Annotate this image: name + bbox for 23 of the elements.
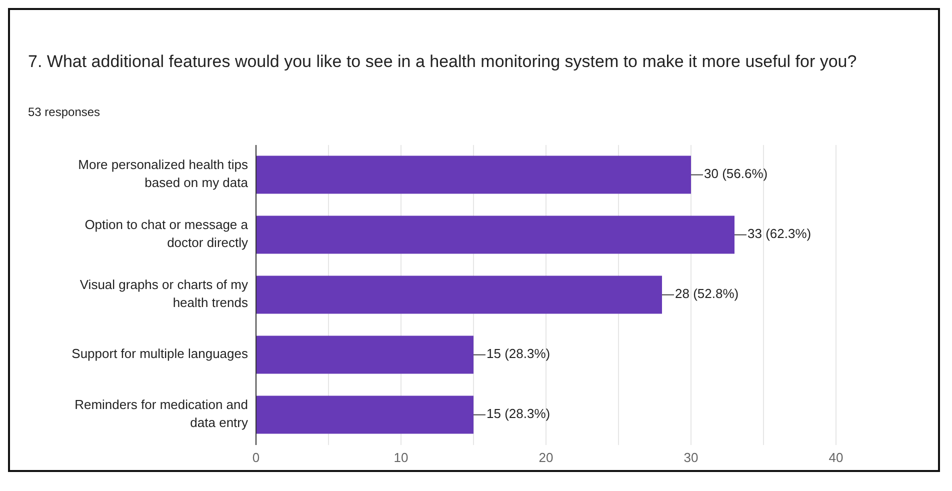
x-tick-label: 0: [252, 450, 260, 466]
bar: [256, 396, 474, 434]
y-tick-label: Support for multiple languages: [72, 346, 248, 362]
data-label: 15 (28.3%): [486, 346, 550, 362]
data-label: 33 (62.3%): [748, 226, 812, 242]
data-label: 28 (52.8%): [675, 286, 739, 302]
y-tick-label: Reminders for medication and data entry: [74, 397, 248, 430]
data-label: 30 (56.6%): [704, 166, 768, 182]
x-tick-label: 20: [538, 450, 554, 466]
bar: [256, 216, 734, 254]
y-tick-label: Option to chat or message a doctor directly: [84, 217, 249, 250]
text: 53 responses: [28, 105, 100, 119]
frame-border: 7. What additional features would you like to see in a health monitoring system to make it more useful for you? 53 responses 0 10 20 30 40 More personalized health tips based on my data Option to chat or message a doctor directly Visual graphs or charts of my health trends Support for multiple languages Reminders for medication and data entry 30 (56.6%) 33 (62.3%) 28 (52.8%) 15 (28.3%) 15 (28.3%): [8, 8, 940, 472]
y-tick-label: Visual graphs or charts of my health trends: [80, 277, 248, 310]
bar: [256, 156, 691, 194]
x-tick-label: 30: [684, 450, 698, 466]
data-label: 15 (28.3%): [486, 406, 550, 422]
bar: [256, 336, 474, 374]
x-tick-label: 10: [394, 450, 408, 466]
bar: [256, 276, 662, 314]
y-tick-label: More personalized health tips based on my data: [78, 157, 249, 190]
x-tick-label: 40: [828, 450, 844, 466]
chart-title: 7. What additional features would you like to see in a health monitoring system to make it more useful for you?: [28, 51, 858, 73]
